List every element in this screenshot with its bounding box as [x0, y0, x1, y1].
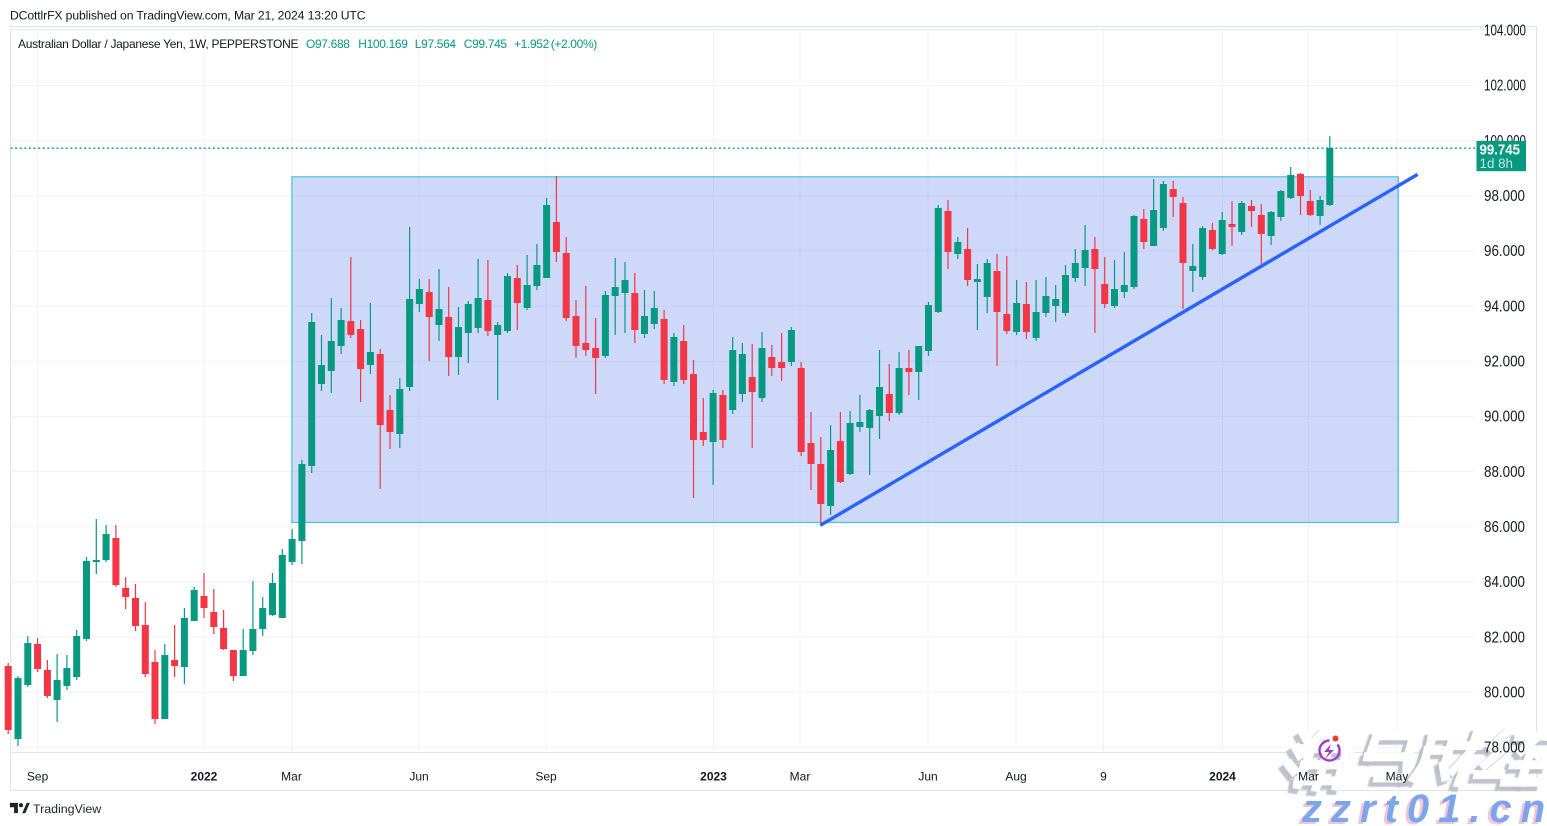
svg-text:TradingView: TradingView: [33, 802, 101, 816]
svg-text:2023: 2023: [700, 770, 727, 784]
svg-text:Sep: Sep: [535, 770, 557, 784]
svg-text:88.000: 88.000: [1484, 464, 1525, 481]
svg-text:Mar: Mar: [1298, 770, 1319, 784]
svg-text:9: 9: [1100, 770, 1107, 784]
svg-text:102.000: 102.000: [1484, 78, 1526, 95]
svg-text:2022: 2022: [191, 770, 218, 784]
svg-text:84.000: 84.000: [1484, 574, 1525, 591]
svg-text:104.000: 104.000: [1484, 23, 1526, 40]
svg-text:78.000: 78.000: [1484, 740, 1525, 757]
svg-text:96.000: 96.000: [1484, 243, 1525, 260]
svg-text:86.000: 86.000: [1484, 519, 1525, 536]
svg-text:Sep: Sep: [27, 770, 49, 784]
svg-text:Aug: Aug: [1005, 770, 1026, 784]
svg-text:May: May: [1386, 770, 1409, 784]
svg-text:Jun: Jun: [918, 770, 937, 784]
svg-text:1d 8h: 1d 8h: [1480, 156, 1514, 171]
svg-text:90.000: 90.000: [1484, 409, 1525, 426]
svg-text:zzrt01.cn: zzrt01.cn: [1301, 787, 1547, 826]
svg-text:Australian Dollar / Japanese Y: Australian Dollar / Japanese Yen, 1W, PE…: [18, 37, 597, 51]
svg-text:82.000: 82.000: [1484, 629, 1525, 646]
svg-text:99.745: 99.745: [1480, 141, 1521, 158]
svg-text:Mar: Mar: [790, 770, 811, 784]
svg-text:2024: 2024: [1209, 770, 1236, 784]
svg-text:Mar: Mar: [281, 770, 302, 784]
svg-text:92.000: 92.000: [1484, 354, 1525, 371]
svg-text:Jun: Jun: [409, 770, 428, 784]
svg-text:94.000: 94.000: [1484, 298, 1525, 315]
svg-text:zzrt01.cn: zzrt01.cn: [1298, 789, 1547, 826]
svg-text:98.000: 98.000: [1484, 188, 1525, 205]
svg-text:80.000: 80.000: [1484, 685, 1525, 702]
svg-text:DCottlrFX published on Trading: DCottlrFX published on TradingView.com, …: [10, 9, 366, 23]
